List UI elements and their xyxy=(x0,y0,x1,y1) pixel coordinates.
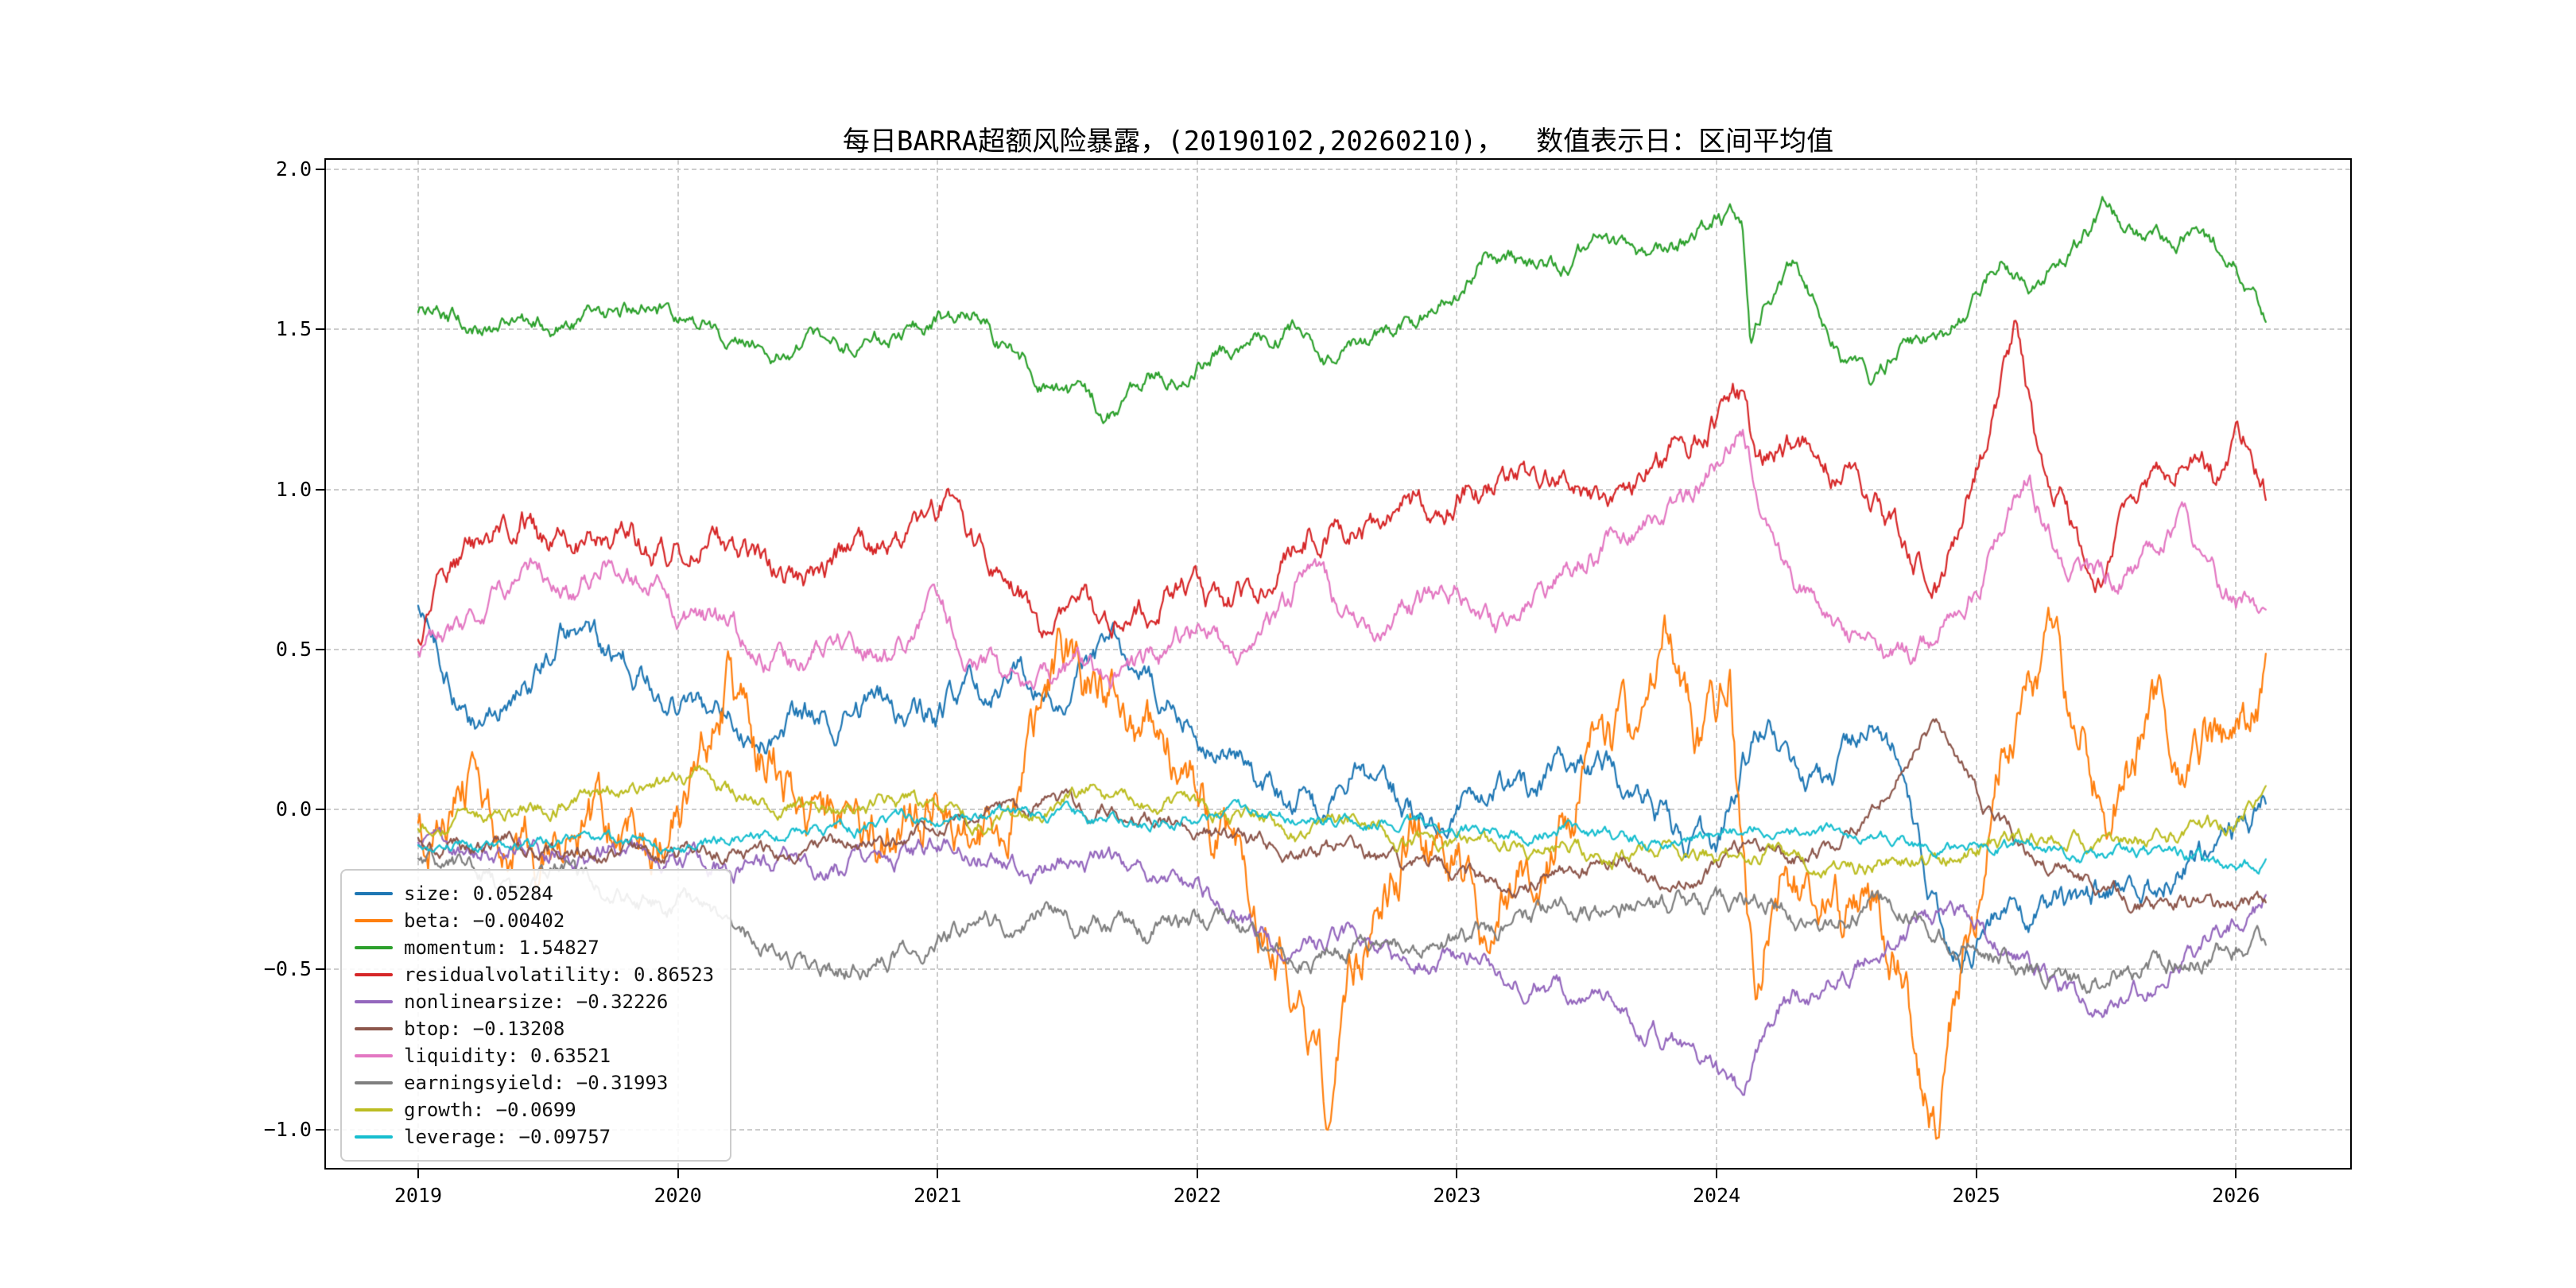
x-tick-label: 2023 xyxy=(1433,1184,1481,1207)
x-tick-mark xyxy=(1716,1170,1718,1178)
y-tick-mark xyxy=(316,1128,324,1131)
y-tick-mark xyxy=(316,648,324,650)
legend-line-swatch xyxy=(355,1000,393,1003)
x-tick-label: 2021 xyxy=(914,1184,962,1207)
legend-line-swatch xyxy=(355,1135,393,1139)
legend-line-swatch xyxy=(355,946,393,949)
legend-item-residualvolatility: residualvolatility: 0.86523 xyxy=(355,961,714,988)
x-tick-label: 2020 xyxy=(654,1184,702,1207)
x-tick-mark xyxy=(2235,1170,2237,1178)
legend-item-btop: btop: −0.13208 xyxy=(355,1015,714,1042)
legend-item-size: size: 0.05284 xyxy=(355,880,714,907)
y-tick-label: 2.0 xyxy=(275,157,312,181)
legend-line-swatch xyxy=(355,1054,393,1057)
x-tick-mark xyxy=(1975,1170,1977,1178)
legend-label: beta: −0.00402 xyxy=(404,910,565,932)
chart-title: 每日BARRA超额风险暴露，(20190102,20260210)， 数值表示日… xyxy=(842,126,1834,157)
legend-line-swatch xyxy=(355,1027,393,1030)
legend-line-swatch xyxy=(355,919,393,922)
y-tick-mark xyxy=(316,809,324,811)
legend-label: momentum: 1.54827 xyxy=(404,937,599,959)
legend-label: growth: −0.0699 xyxy=(404,1099,576,1121)
legend-item-earningsyield: earningsyield: −0.31993 xyxy=(355,1069,714,1096)
y-tick-label: 1.5 xyxy=(275,317,312,341)
legend-label: earningsyield: −0.31993 xyxy=(404,1072,669,1094)
x-tick-mark xyxy=(1456,1170,1458,1178)
y-tick-label: 1.0 xyxy=(275,477,312,501)
legend-label: nonlinearsize: −0.32226 xyxy=(404,991,669,1013)
y-tick-mark xyxy=(316,169,324,171)
y-tick-label: 0.0 xyxy=(275,797,312,821)
legend-line-swatch xyxy=(355,1108,393,1111)
x-tick-mark xyxy=(1196,1170,1198,1178)
y-tick-mark xyxy=(316,488,324,491)
y-tick-mark xyxy=(316,968,324,971)
legend-item-liquidity: liquidity: 0.63521 xyxy=(355,1042,714,1069)
legend: size: 0.05284 beta: −0.00402 momentum: 1… xyxy=(340,869,732,1162)
y-tick-label: −1.0 xyxy=(263,1117,312,1141)
x-tick-label: 2019 xyxy=(394,1184,443,1207)
x-tick-label: 2025 xyxy=(1952,1184,2000,1207)
legend-line-swatch xyxy=(355,892,393,895)
legend-line-swatch xyxy=(355,1081,393,1084)
y-tick-label: 0.5 xyxy=(275,637,312,661)
x-tick-mark xyxy=(677,1170,679,1178)
legend-item-nonlinearsize: nonlinearsize: −0.32226 xyxy=(355,988,714,1015)
legend-label: size: 0.05284 xyxy=(404,883,553,905)
x-tick-mark xyxy=(417,1170,419,1178)
legend-item-growth: growth: −0.0699 xyxy=(355,1096,714,1123)
x-tick-mark xyxy=(937,1170,939,1178)
x-tick-label: 2022 xyxy=(1173,1184,1221,1207)
plot-area: size: 0.05284 beta: −0.00402 momentum: 1… xyxy=(324,158,2352,1170)
legend-item-leverage: leverage: −0.09757 xyxy=(355,1123,714,1150)
y-tick-label: −0.5 xyxy=(263,957,312,981)
legend-line-swatch xyxy=(355,973,393,976)
legend-label: residualvolatility: 0.86523 xyxy=(404,964,715,986)
x-tick-label: 2024 xyxy=(1692,1184,1741,1207)
x-tick-label: 2026 xyxy=(2212,1184,2260,1207)
legend-item-beta: beta: −0.00402 xyxy=(355,907,714,934)
legend-label: leverage: −0.09757 xyxy=(404,1126,611,1148)
legend-label: liquidity: 0.63521 xyxy=(404,1045,611,1067)
legend-label: btop: −0.13208 xyxy=(404,1018,565,1040)
y-tick-mark xyxy=(316,328,324,331)
legend-item-momentum: momentum: 1.54827 xyxy=(355,934,714,961)
